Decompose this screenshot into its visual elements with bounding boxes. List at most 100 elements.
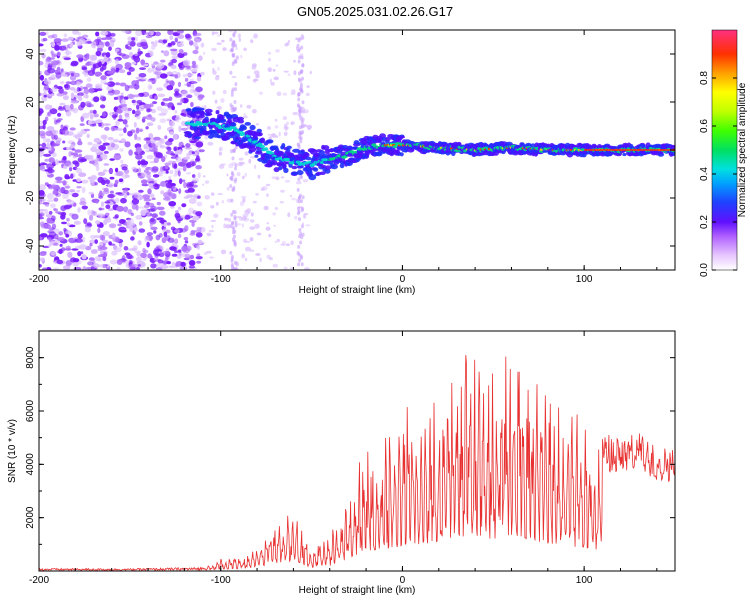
noise-blob <box>152 101 158 105</box>
noise-blob <box>110 126 116 132</box>
noise-blob <box>87 70 95 76</box>
noise-blob <box>151 108 157 114</box>
noise-blob <box>84 226 92 233</box>
noise-blob <box>95 119 99 124</box>
noise-blob <box>42 267 47 270</box>
noise-blob <box>225 224 231 229</box>
noise-blob <box>124 114 130 120</box>
noise-blob <box>193 229 202 233</box>
noise-blob <box>137 172 141 176</box>
noise-blob <box>180 98 184 103</box>
noise-blob <box>229 184 233 189</box>
noise-blob <box>51 142 56 148</box>
noise-blob <box>271 176 277 180</box>
noise-blob <box>234 163 238 168</box>
noise-blob <box>53 38 62 43</box>
noise-blob <box>196 244 201 250</box>
noise-blob <box>65 260 72 267</box>
noise-blob <box>79 251 84 255</box>
noise-blob <box>195 86 203 93</box>
ridge-blob <box>670 145 675 150</box>
noise-blob <box>39 190 45 196</box>
noise-blob <box>214 99 218 104</box>
noise-blob <box>39 70 43 74</box>
noise-blob <box>233 260 237 265</box>
noise-blob <box>70 100 78 104</box>
ridge-blob <box>249 124 256 131</box>
noise-blob <box>65 233 70 238</box>
ridge-blob <box>257 132 262 137</box>
noise-blob <box>43 84 50 91</box>
noise-blob <box>112 139 120 143</box>
noise-blob <box>129 40 136 47</box>
y-tick-label: 2000 <box>25 506 36 529</box>
noise-blob <box>117 223 122 227</box>
noise-blob <box>229 250 233 255</box>
noise-blob <box>230 48 234 53</box>
noise-blob <box>241 223 245 228</box>
noise-blob <box>183 181 187 189</box>
noise-blob <box>159 73 168 79</box>
noise-blob <box>150 205 158 212</box>
ridge-blob <box>308 174 317 181</box>
noise-blob <box>153 179 158 184</box>
noise-blob <box>170 205 175 209</box>
noise-blob <box>39 60 44 66</box>
noise-blob <box>228 217 231 223</box>
noise-blob <box>95 220 101 225</box>
noise-blob <box>177 170 181 177</box>
noise-blob <box>254 223 260 229</box>
noise-blob <box>154 253 161 257</box>
noise-blob <box>155 267 163 270</box>
noise-blob <box>138 189 144 193</box>
noise-blob <box>65 104 71 111</box>
noise-blob <box>171 58 178 64</box>
noise-blob <box>116 51 122 56</box>
noise-blob <box>153 230 157 234</box>
noise-blob <box>251 65 257 70</box>
noise-blob <box>194 32 202 37</box>
noise-blob <box>75 167 81 171</box>
noise-blob <box>184 225 189 232</box>
noise-blob <box>181 145 185 148</box>
ridge-blob <box>389 152 395 157</box>
noise-blob <box>145 126 149 130</box>
noise-blob <box>42 124 46 130</box>
ridge-blob <box>339 163 345 169</box>
noise-blob <box>146 107 151 113</box>
noise-blob <box>184 214 191 220</box>
noise-blob <box>255 192 259 196</box>
noise-blob <box>69 144 76 149</box>
noise-blob <box>274 240 277 244</box>
noise-blob <box>97 245 104 249</box>
noise-blob <box>43 223 51 229</box>
noise-blob <box>228 30 234 33</box>
ridge-blob <box>255 146 261 150</box>
noise-blob <box>231 156 235 161</box>
noise-blob <box>72 179 78 182</box>
noise-blob <box>171 193 177 200</box>
noise-blob <box>172 70 177 74</box>
noise-blob <box>301 63 305 68</box>
noise-blob <box>108 243 116 246</box>
noise-blob <box>69 167 73 172</box>
noise-blob <box>90 146 97 152</box>
noise-blob <box>131 203 137 210</box>
noise-blob <box>184 189 191 194</box>
noise-blob <box>233 30 237 34</box>
noise-blob <box>166 261 171 265</box>
noise-blob <box>275 49 280 53</box>
noise-blob <box>98 223 104 228</box>
noise-blob <box>267 67 273 73</box>
noise-blob <box>299 174 303 179</box>
noise-blob <box>62 165 68 169</box>
noise-blob <box>220 249 227 255</box>
noise-blob <box>131 198 140 205</box>
noise-blob <box>155 152 163 159</box>
noise-blob <box>77 233 83 239</box>
noise-blob <box>191 215 200 221</box>
noise-blob <box>43 79 52 85</box>
colorbar-tick-label: 0.0 <box>699 263 710 277</box>
noise-blob <box>272 263 279 268</box>
noise-blob <box>57 237 65 242</box>
